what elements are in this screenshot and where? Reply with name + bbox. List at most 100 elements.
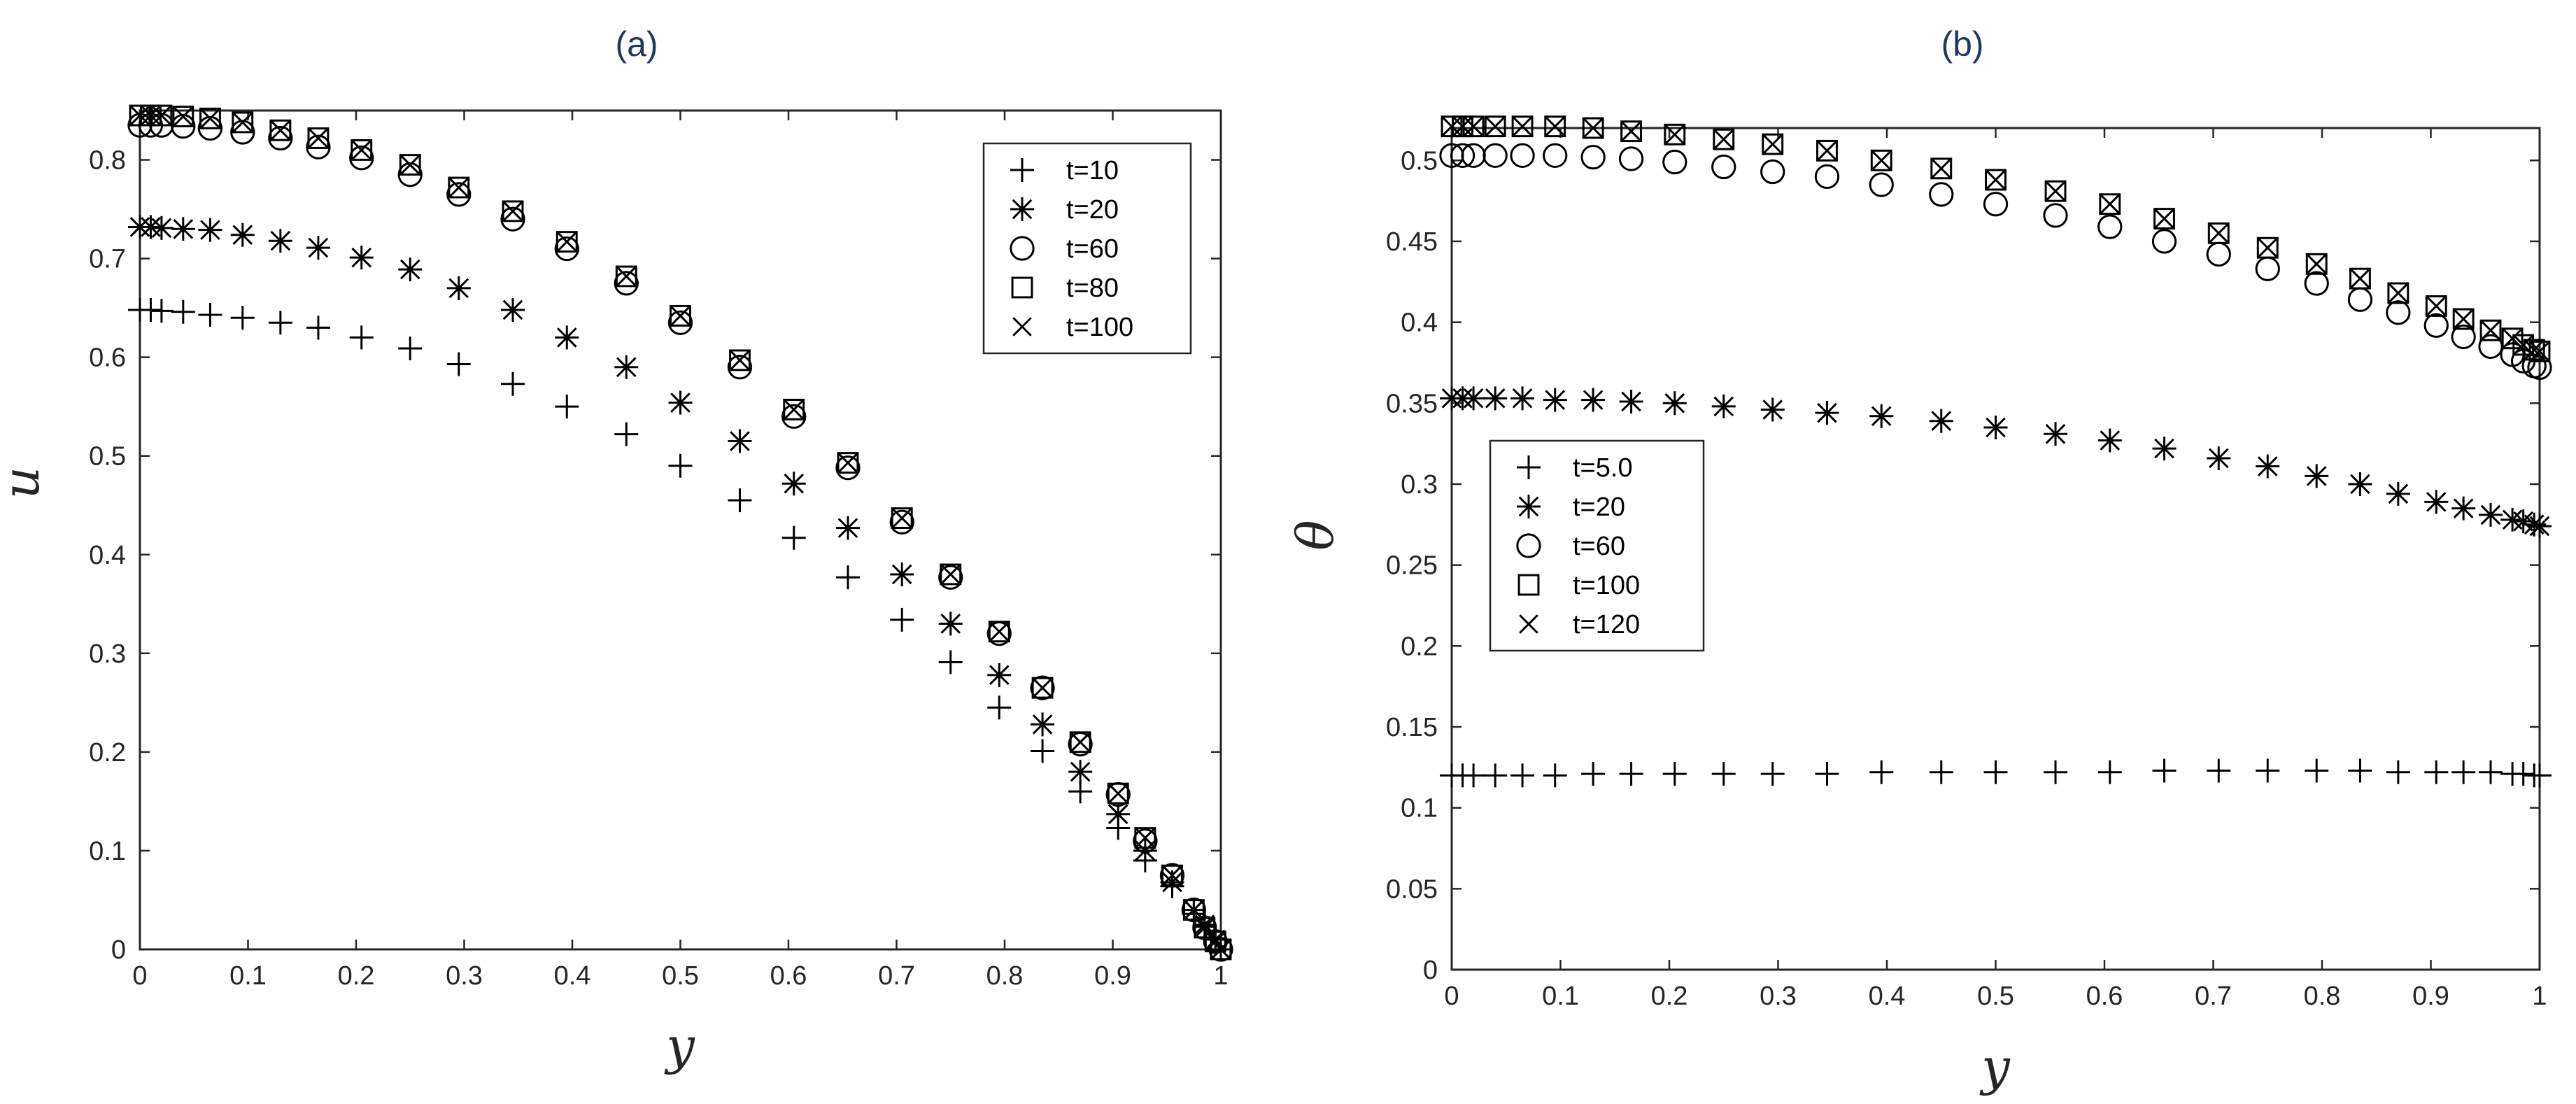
legend-entry: t=60 [1010,234,1119,264]
marker-asterisk [349,246,374,270]
marker-plus [987,695,1012,720]
marker-plus [349,325,374,350]
marker-square [1107,782,1129,805]
x-axis: 0 0.1 0.2 0.3 0.4 0.5 0.6 0.7 0.8 0.9 1 [132,111,1229,991]
marker-plus [2528,763,2552,788]
y-tick-label: 0.4 [1401,309,1438,338]
x-axis: 0 0.1 0.2 0.3 0.4 0.5 0.6 0.7 0.8 0.9 1 [1444,128,2547,1011]
x-tick-label: 0.5 [662,961,699,991]
marker-plus [890,607,914,632]
legend-entry: t=20 [1517,493,1625,522]
y-tick-label: 0.5 [1401,146,1438,176]
marker-asterisk [306,236,330,260]
marker-circle [2451,324,2476,350]
marker-circle [1510,143,1535,168]
marker-x [1012,317,1032,337]
legend-box [982,142,1192,355]
marker-circle [614,271,639,296]
marker-plus [2479,760,2503,784]
marker-square [1011,276,1033,299]
marker-x [940,565,961,584]
legend-label: t=120 [1573,610,1640,639]
marker-x [1664,125,1685,145]
marker-x [2046,181,2065,201]
marker-x [309,128,328,148]
marker-plus [1462,763,1486,788]
marker-x [2530,341,2549,362]
x-axis-label: y [1979,1038,2011,1096]
marker-asterisk [1010,197,1034,221]
marker-plus [149,299,174,323]
legend-label: t=20 [1573,493,1625,522]
x-tick-label: 0.9 [2412,982,2449,1011]
marker-square [2523,339,2545,361]
marker-square [670,304,691,327]
marker-plus [446,352,471,376]
marker-circle [1869,172,1894,197]
marker-asterisk [2522,512,2547,537]
marker-square [1182,899,1205,921]
marker-x [730,351,750,370]
marker-square [940,563,962,586]
marker-circle [1010,236,1035,261]
marker-square [1511,115,1534,138]
y-tick-label: 0.8 [89,146,126,176]
marker-circle [1450,143,1475,168]
marker-x [557,232,577,252]
marker-plus [1711,762,1736,786]
marker-asterisk [2528,514,2552,539]
marker-x [2503,328,2522,348]
marker-square [2349,267,2371,290]
marker-asterisk [268,229,292,253]
x-tick-label: 1 [2532,982,2547,1011]
marker-circle [1203,929,1228,954]
x-tick-label: 0 [1444,982,1459,1011]
marker-square [351,139,373,161]
marker-asterisk [2207,446,2231,470]
marker-square [1762,133,1784,155]
marker-asterisk [230,222,255,247]
marker-plus [835,565,860,590]
marker-square [1870,149,1892,171]
marker-square [2044,180,2067,202]
marker-square [1204,930,1226,953]
marker-x [2307,254,2327,274]
marker-asterisk [1662,391,1687,416]
marker-plus [2424,760,2449,784]
marker-plus [1619,762,1643,786]
marker-asterisk [1192,912,1217,937]
marker-circle [1662,149,1687,175]
legend-box [1489,439,1705,652]
marker-x [2100,194,2120,214]
legend: t=10 t=20 t=60 t=80 t=100 [982,142,1192,355]
marker-square [2305,253,2328,275]
marker-plus [2451,760,2476,784]
legend-entry: t=5.0 [1517,453,1633,483]
marker-circle [1814,164,1840,190]
legend-label: t=80 [1066,274,1119,303]
x-tick-label: 0.6 [2086,982,2123,1011]
marker-plus [2256,758,2280,783]
x-tick-label: 0.2 [1651,982,1688,1011]
marker-circle [446,182,472,207]
marker-square [615,265,637,288]
marker-x [1135,828,1155,848]
y-tick-label: 0 [111,935,126,965]
marker-square [1484,115,1506,138]
marker-x [2481,320,2500,340]
y-tick-label: 0.6 [89,344,126,373]
marker-asterisk [781,472,806,496]
marker-circle [2151,229,2177,254]
marker-plus [1929,760,1953,784]
legend-entry: t=20 [1010,195,1119,225]
marker-asterisk [1929,409,1953,433]
marker-asterisk [728,429,752,453]
y-tick-label: 0.7 [89,245,126,274]
legend-entry: t=100 [1517,571,1640,600]
marker-asterisk [2348,472,2372,496]
legend-label: t=5.0 [1573,453,1633,483]
y-tick-label: 0.35 [1386,389,1438,418]
marker-plus [668,453,693,478]
legend-label: t=100 [1573,571,1640,600]
